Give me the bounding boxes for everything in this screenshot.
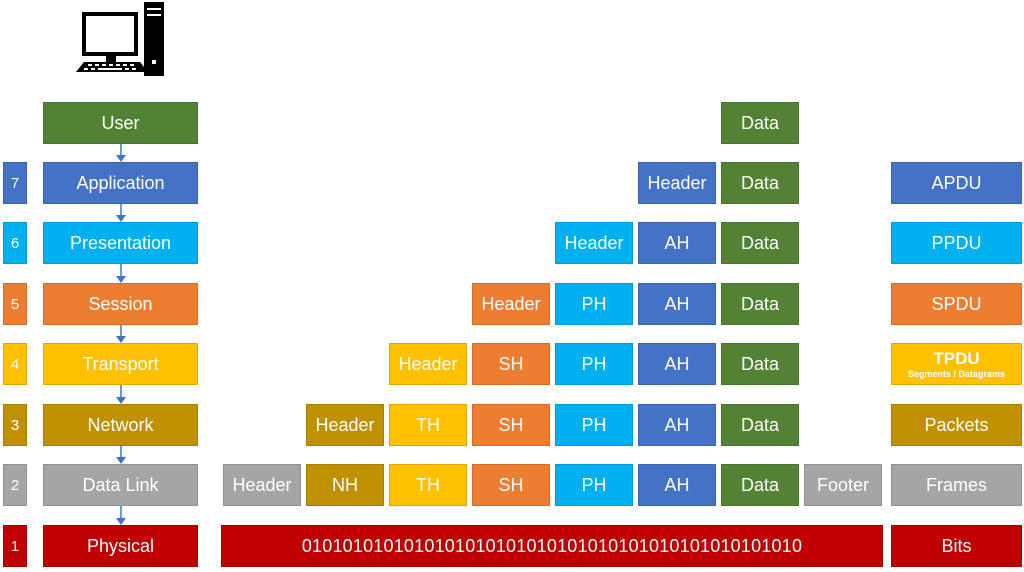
segment-sh-network: SH bbox=[472, 404, 550, 446]
pdu-application: APDU bbox=[891, 162, 1022, 204]
segment-ph-transport: PH bbox=[555, 343, 633, 385]
segment-th-network: TH bbox=[389, 404, 467, 446]
bit-stream: 0101010101010101010101010101010101010101… bbox=[221, 525, 883, 567]
arrow-head bbox=[116, 215, 126, 222]
layer-session: Session bbox=[43, 283, 198, 325]
arrow-head bbox=[116, 155, 126, 162]
segment-sh-transport: SH bbox=[472, 343, 550, 385]
arrow-head bbox=[116, 457, 126, 464]
layer-number-5: 5 bbox=[3, 283, 27, 325]
segment-ah-transport: AH bbox=[638, 343, 716, 385]
layer-number-3: 3 bbox=[3, 404, 27, 446]
segment-ph-session: PH bbox=[555, 283, 633, 325]
layer-number-4: 4 bbox=[3, 343, 27, 385]
pdu-transport: TPDU Segments / Datagrams bbox=[891, 343, 1022, 385]
layer-datalink: Data Link bbox=[43, 464, 198, 506]
layer-presentation: Presentation bbox=[43, 222, 198, 264]
segment-data-application: Data bbox=[721, 162, 799, 204]
segment-header-session: Header bbox=[472, 283, 550, 325]
segment-data-transport: Data bbox=[721, 343, 799, 385]
segment-ah-datalink: AH bbox=[638, 464, 716, 506]
segment-data-network: Data bbox=[721, 404, 799, 446]
segment-nh-datalink: NH bbox=[306, 464, 384, 506]
segment-ph-network: PH bbox=[555, 404, 633, 446]
segment-th-datalink: TH bbox=[389, 464, 467, 506]
segment-header-presentation: Header bbox=[555, 222, 633, 264]
segment-header-network: Header bbox=[306, 404, 384, 446]
arrow-head bbox=[116, 336, 126, 343]
segment-ah-presentation: AH bbox=[638, 222, 716, 264]
layer-number-1: 1 bbox=[3, 525, 27, 567]
segment-ph-datalink: PH bbox=[555, 464, 633, 506]
segment-data-session: Data bbox=[721, 283, 799, 325]
segment-header-application: Header bbox=[638, 162, 716, 204]
pdu-session: SPDU bbox=[891, 283, 1022, 325]
segment-sh-datalink: SH bbox=[472, 464, 550, 506]
pdu-physical: Bits bbox=[891, 525, 1022, 567]
segment-data-user: Data bbox=[721, 102, 799, 144]
layer-number-7: 7 bbox=[3, 162, 27, 204]
layer-application: Application bbox=[43, 162, 198, 204]
arrow-head bbox=[116, 276, 126, 283]
layer-physical: Physical bbox=[43, 525, 198, 567]
pdu-presentation: PPDU bbox=[891, 222, 1022, 264]
layer-network: Network bbox=[43, 404, 198, 446]
pdu-network: Packets bbox=[891, 404, 1022, 446]
arrow-head bbox=[116, 518, 126, 525]
segment-ah-session: AH bbox=[638, 283, 716, 325]
segment-header-datalink: Header bbox=[223, 464, 301, 506]
segment-data-datalink: Data bbox=[721, 464, 799, 506]
pdu-datalink: Frames bbox=[891, 464, 1022, 506]
layer-number-6: 6 bbox=[3, 222, 27, 264]
segment-header-transport: Header bbox=[389, 343, 467, 385]
layer-number-2: 2 bbox=[3, 464, 27, 506]
arrow-head bbox=[116, 397, 126, 404]
pdu-label: TPDU bbox=[933, 348, 980, 368]
layer-user: User bbox=[43, 102, 198, 144]
layer-transport: Transport bbox=[43, 343, 198, 385]
segment-footer-datalink: Footer bbox=[804, 464, 882, 506]
segment-ah-network: AH bbox=[638, 404, 716, 446]
pdu-sublabel: Segments / Datagrams bbox=[907, 368, 1006, 379]
segment-data-presentation: Data bbox=[721, 222, 799, 264]
desktop-computer-icon bbox=[76, 2, 164, 76]
